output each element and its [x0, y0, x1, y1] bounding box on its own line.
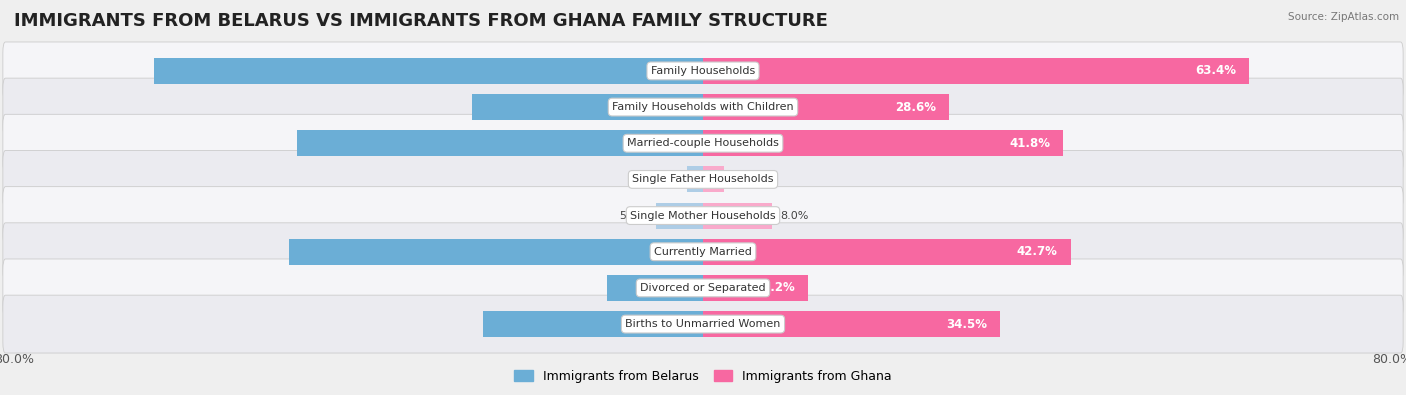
Bar — [472, 94, 703, 120]
Text: 5.5%: 5.5% — [619, 211, 647, 220]
Text: 47.2%: 47.2% — [682, 137, 723, 150]
Text: 41.8%: 41.8% — [1010, 137, 1050, 150]
Text: 63.4%: 63.4% — [1195, 64, 1236, 77]
Bar — [703, 58, 1249, 84]
Text: 25.6%: 25.6% — [682, 318, 723, 331]
Bar — [703, 239, 1071, 265]
Text: Births to Unmarried Women: Births to Unmarried Women — [626, 319, 780, 329]
FancyBboxPatch shape — [3, 259, 1403, 317]
FancyBboxPatch shape — [3, 42, 1403, 100]
FancyBboxPatch shape — [3, 187, 1403, 245]
Text: 1.9%: 1.9% — [650, 175, 678, 184]
Bar — [703, 203, 772, 229]
Text: Source: ZipAtlas.com: Source: ZipAtlas.com — [1288, 12, 1399, 22]
Text: 28.6%: 28.6% — [896, 101, 936, 114]
FancyBboxPatch shape — [3, 150, 1403, 208]
Text: 48.1%: 48.1% — [682, 245, 723, 258]
Text: IMMIGRANTS FROM BELARUS VS IMMIGRANTS FROM GHANA FAMILY STRUCTURE: IMMIGRANTS FROM BELARUS VS IMMIGRANTS FR… — [14, 12, 828, 30]
Text: Married-couple Households: Married-couple Households — [627, 138, 779, 148]
Text: 8.0%: 8.0% — [780, 211, 808, 220]
Text: Currently Married: Currently Married — [654, 247, 752, 257]
Bar — [155, 58, 703, 84]
FancyBboxPatch shape — [3, 114, 1403, 172]
Text: Single Mother Households: Single Mother Households — [630, 211, 776, 220]
Bar — [482, 311, 703, 337]
Text: 11.2%: 11.2% — [682, 281, 723, 294]
Bar — [686, 166, 703, 192]
Text: Single Father Households: Single Father Households — [633, 175, 773, 184]
Text: 26.8%: 26.8% — [682, 101, 723, 114]
Text: Divorced or Separated: Divorced or Separated — [640, 283, 766, 293]
Text: Family Households with Children: Family Households with Children — [612, 102, 794, 112]
Bar — [703, 275, 808, 301]
Bar — [655, 203, 703, 229]
Text: Family Households: Family Households — [651, 66, 755, 76]
Legend: Immigrants from Belarus, Immigrants from Ghana: Immigrants from Belarus, Immigrants from… — [508, 364, 898, 389]
Bar — [288, 239, 703, 265]
Text: 2.4%: 2.4% — [733, 175, 761, 184]
FancyBboxPatch shape — [3, 295, 1403, 353]
Text: 12.2%: 12.2% — [755, 281, 796, 294]
Text: 42.7%: 42.7% — [1017, 245, 1057, 258]
Text: 34.5%: 34.5% — [946, 318, 987, 331]
Bar — [703, 311, 1000, 337]
Bar — [297, 130, 703, 156]
Text: 63.7%: 63.7% — [682, 64, 723, 77]
FancyBboxPatch shape — [3, 223, 1403, 281]
Bar — [703, 130, 1063, 156]
Bar — [606, 275, 703, 301]
Bar — [703, 166, 724, 192]
FancyBboxPatch shape — [3, 78, 1403, 136]
Bar — [703, 94, 949, 120]
